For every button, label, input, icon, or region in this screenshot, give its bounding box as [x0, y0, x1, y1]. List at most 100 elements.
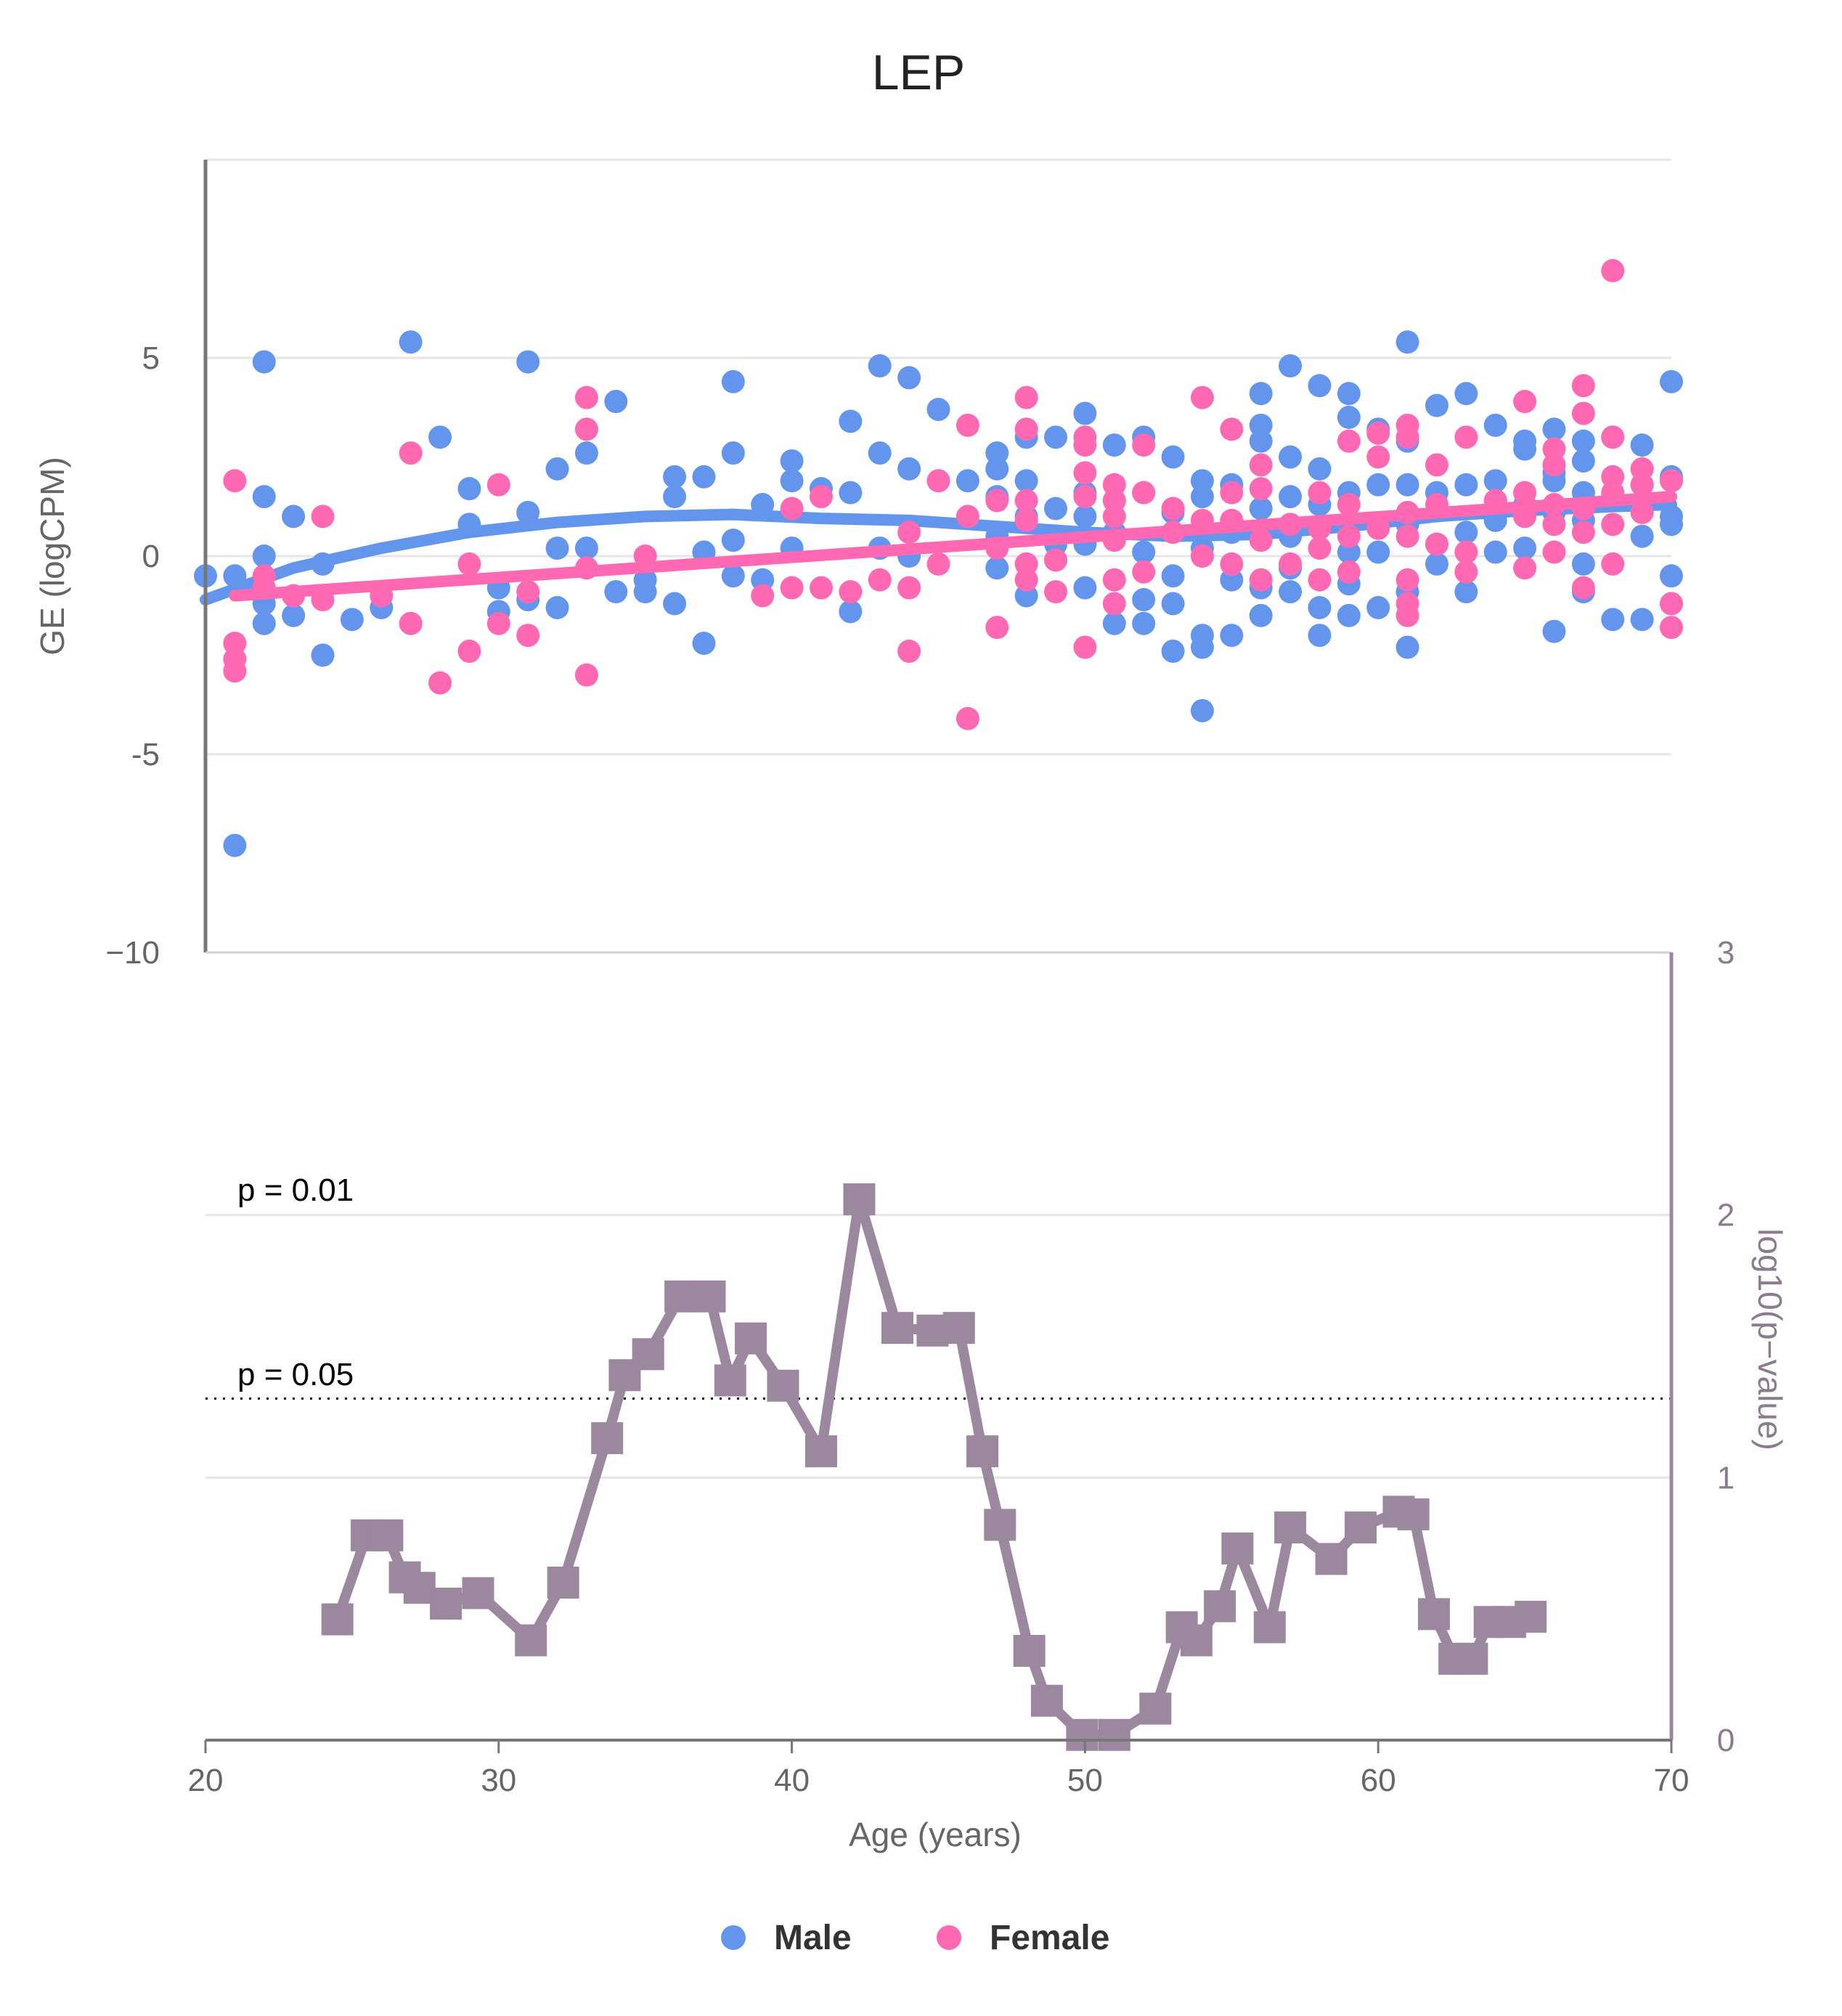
male-point: [985, 556, 1009, 580]
female-point: [457, 552, 481, 576]
pvalue-marker: [664, 1280, 697, 1313]
male-point: [340, 608, 364, 632]
male-point: [721, 529, 745, 552]
male-point: [1279, 580, 1303, 604]
male-point: [897, 457, 921, 481]
male-point: [516, 350, 540, 374]
male-point: [1483, 540, 1507, 564]
pvalue-marker: [462, 1577, 494, 1609]
male-point: [1483, 413, 1507, 437]
male-point: [1630, 524, 1654, 548]
male-point: [1102, 433, 1126, 457]
female-point: [1220, 481, 1244, 505]
bottom-y-tick-label: 1: [1717, 1460, 1735, 1495]
pvalue-marker: [984, 1509, 1016, 1541]
male-point: [1366, 540, 1390, 564]
female-point: [1044, 580, 1068, 604]
legend-female-label: Female: [990, 1919, 1109, 1957]
male-point: [252, 544, 276, 568]
legend-item-female[interactable]: Female: [937, 1919, 1109, 1957]
male-point: [1337, 382, 1361, 406]
male-point: [1395, 473, 1419, 497]
female-point: [574, 663, 598, 687]
female-point: [1337, 560, 1361, 584]
male-point: [1308, 624, 1332, 648]
female-point: [1073, 461, 1097, 485]
pvalue-marker: [430, 1587, 462, 1620]
pvalue-marker: [1221, 1532, 1254, 1564]
female-point: [1337, 429, 1361, 453]
female-point: [751, 584, 775, 608]
female-point: [1395, 524, 1419, 548]
x-tick-label: 20: [188, 1763, 224, 1798]
male-point: [516, 500, 540, 524]
female-point: [1395, 603, 1419, 627]
male-point: [839, 600, 863, 624]
female-point: [1454, 560, 1478, 584]
female-point: [780, 576, 804, 600]
female-point: [1308, 481, 1332, 505]
female-point: [1630, 500, 1654, 524]
female-point: [1190, 544, 1214, 568]
female-point: [1308, 568, 1332, 592]
male-point: [1483, 469, 1507, 493]
male-point: [399, 330, 423, 354]
axes: [203, 160, 1674, 1742]
legend-item-male[interactable]: Male: [721, 1919, 852, 1957]
female-point: [223, 469, 247, 493]
female-point: [1571, 401, 1595, 425]
legend-female-marker: [937, 1925, 961, 1950]
female-point: [1014, 489, 1038, 513]
pvalue-marker: [515, 1624, 547, 1657]
pvalue-marker: [767, 1369, 799, 1402]
male-point: [1513, 437, 1537, 461]
male-point: [1513, 536, 1537, 560]
male-point: [1337, 603, 1361, 627]
female-point: [1395, 568, 1419, 592]
male-point: [1366, 595, 1390, 619]
female-point: [1220, 417, 1244, 441]
female-point: [926, 552, 950, 576]
female-point: [1542, 513, 1566, 536]
female-point: [1014, 417, 1038, 441]
female-point: [1513, 556, 1537, 580]
male-point: [1337, 405, 1361, 429]
male-point: [574, 536, 598, 560]
female-point: [780, 497, 804, 521]
pvalue-series: [321, 1183, 1547, 1751]
female-point: [1630, 473, 1654, 497]
legend: Male Female: [721, 1919, 1109, 1957]
pvalue-marker: [1204, 1590, 1236, 1623]
female-point: [1571, 374, 1595, 398]
x-tick-label: 60: [1361, 1763, 1396, 1798]
male-point: [1132, 588, 1156, 612]
male-point: [839, 409, 863, 433]
pvalue-marker: [591, 1422, 624, 1455]
pvalue-marker: [1066, 1718, 1099, 1751]
male-point: [663, 592, 687, 616]
female-point: [574, 417, 598, 441]
grid-lines: [205, 158, 1671, 1479]
male-point: [1366, 473, 1390, 497]
female-point: [1337, 493, 1361, 517]
male-point: [1102, 611, 1126, 635]
pvalue-marker: [942, 1312, 975, 1344]
x-tick-label: 40: [774, 1763, 810, 1798]
pvalue-marker: [321, 1603, 354, 1636]
male-point: [1571, 552, 1595, 576]
male-point: [1308, 595, 1332, 619]
male-point: [604, 390, 628, 414]
female-point: [1249, 529, 1273, 552]
male-point: [545, 595, 569, 619]
female-point: [574, 385, 598, 409]
female-point: [1190, 385, 1214, 409]
male-point: [1249, 497, 1273, 521]
female-point: [1601, 513, 1625, 536]
pvalue-marker: [1344, 1511, 1377, 1544]
female-point: [839, 580, 863, 604]
male-point: [1249, 429, 1273, 453]
pvalue-marker: [1515, 1601, 1547, 1633]
pvalue-marker: [1180, 1624, 1213, 1657]
male-point: [574, 441, 598, 465]
